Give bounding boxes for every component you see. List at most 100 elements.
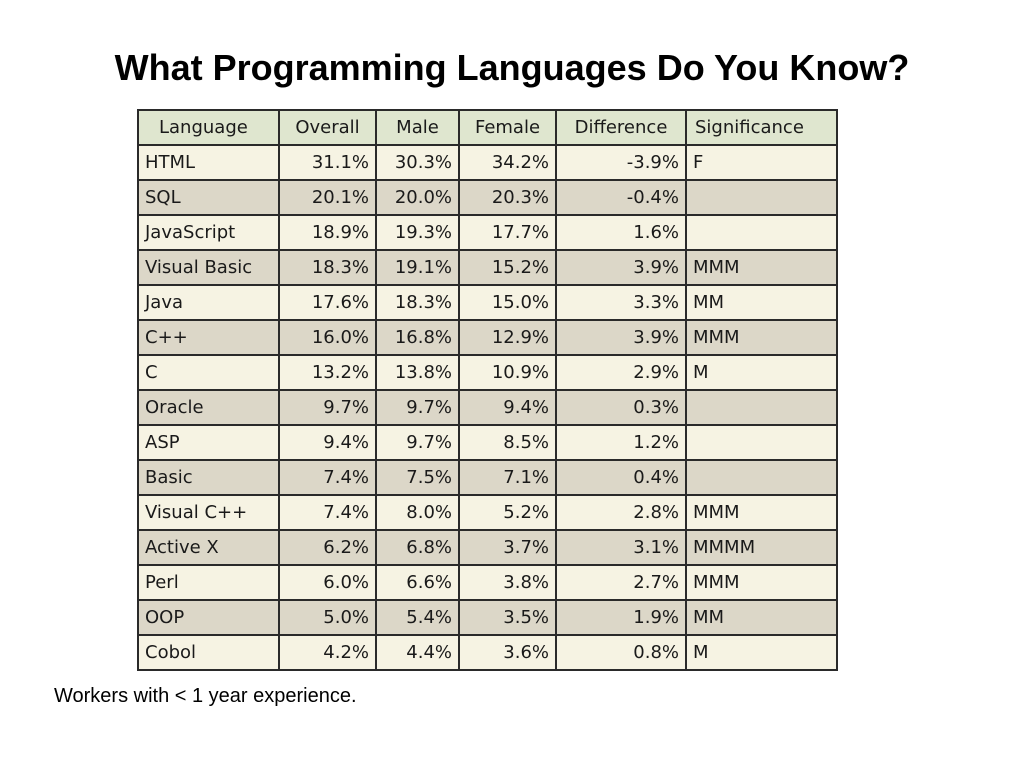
cell-male: 9.7% bbox=[375, 389, 460, 426]
cell-language: Basic bbox=[137, 459, 280, 496]
table-row: C 13.2% 13.8% 10.9% 2.9% M bbox=[137, 354, 838, 391]
languages-table: Language Overall Male Female Difference … bbox=[137, 109, 838, 671]
table-row: Cobol 4.2% 4.4% 3.6% 0.8% M bbox=[137, 634, 838, 671]
cell-female: 3.5% bbox=[458, 599, 557, 636]
cell-difference: 3.1% bbox=[555, 529, 687, 566]
cell-overall: 5.0% bbox=[278, 599, 377, 636]
cell-female: 17.7% bbox=[458, 214, 557, 251]
table-row: Visual C++ 7.4% 8.0% 5.2% 2.8% MMM bbox=[137, 494, 838, 531]
table-row: SQL 20.1% 20.0% 20.3% -0.4% bbox=[137, 179, 838, 216]
cell-language: ASP bbox=[137, 424, 280, 461]
cell-female: 3.8% bbox=[458, 564, 557, 601]
cell-male: 4.4% bbox=[375, 634, 460, 671]
cell-overall: 20.1% bbox=[278, 179, 377, 216]
cell-female: 10.9% bbox=[458, 354, 557, 391]
cell-difference: 0.4% bbox=[555, 459, 687, 496]
header-language: Language bbox=[137, 109, 280, 146]
cell-language: HTML bbox=[137, 144, 280, 181]
cell-overall: 16.0% bbox=[278, 319, 377, 356]
cell-overall: 9.4% bbox=[278, 424, 377, 461]
table-header-row: Language Overall Male Female Difference … bbox=[137, 109, 838, 146]
cell-overall: 18.3% bbox=[278, 249, 377, 286]
table-row: Java 17.6% 18.3% 15.0% 3.3% MM bbox=[137, 284, 838, 321]
cell-overall: 13.2% bbox=[278, 354, 377, 391]
cell-language: Cobol bbox=[137, 634, 280, 671]
cell-language: Visual Basic bbox=[137, 249, 280, 286]
cell-male: 20.0% bbox=[375, 179, 460, 216]
cell-male: 6.6% bbox=[375, 564, 460, 601]
cell-significance bbox=[685, 459, 838, 496]
header-difference: Difference bbox=[555, 109, 687, 146]
header-significance: Significance bbox=[685, 109, 838, 146]
cell-male: 16.8% bbox=[375, 319, 460, 356]
cell-overall: 17.6% bbox=[278, 284, 377, 321]
cell-male: 9.7% bbox=[375, 424, 460, 461]
cell-female: 8.5% bbox=[458, 424, 557, 461]
cell-male: 13.8% bbox=[375, 354, 460, 391]
table-row: Oracle 9.7% 9.7% 9.4% 0.3% bbox=[137, 389, 838, 426]
cell-significance: MMM bbox=[685, 564, 838, 601]
cell-difference: -3.9% bbox=[555, 144, 687, 181]
cell-overall: 7.4% bbox=[278, 459, 377, 496]
footnote: Workers with < 1 year experience. bbox=[54, 685, 357, 707]
cell-difference: 2.8% bbox=[555, 494, 687, 531]
cell-language: OOP bbox=[137, 599, 280, 636]
table-row: ASP 9.4% 9.7% 8.5% 1.2% bbox=[137, 424, 838, 461]
cell-male: 30.3% bbox=[375, 144, 460, 181]
cell-overall: 6.0% bbox=[278, 564, 377, 601]
cell-female: 15.0% bbox=[458, 284, 557, 321]
cell-significance: M bbox=[685, 354, 838, 391]
cell-difference: 2.7% bbox=[555, 564, 687, 601]
cell-significance bbox=[685, 214, 838, 251]
cell-significance: F bbox=[685, 144, 838, 181]
cell-male: 5.4% bbox=[375, 599, 460, 636]
table-row: C++ 16.0% 16.8% 12.9% 3.9% MMM bbox=[137, 319, 838, 356]
cell-significance bbox=[685, 389, 838, 426]
cell-female: 20.3% bbox=[458, 179, 557, 216]
cell-overall: 4.2% bbox=[278, 634, 377, 671]
cell-significance: MMM bbox=[685, 494, 838, 531]
table-row: Basic 7.4% 7.5% 7.1% 0.4% bbox=[137, 459, 838, 496]
cell-male: 7.5% bbox=[375, 459, 460, 496]
cell-male: 19.3% bbox=[375, 214, 460, 251]
cell-female: 7.1% bbox=[458, 459, 557, 496]
cell-language: Visual C++ bbox=[137, 494, 280, 531]
cell-difference: 1.6% bbox=[555, 214, 687, 251]
cell-difference: 3.3% bbox=[555, 284, 687, 321]
cell-male: 19.1% bbox=[375, 249, 460, 286]
slide-title: What Programming Languages Do You Know? bbox=[114, 47, 910, 88]
cell-overall: 9.7% bbox=[278, 389, 377, 426]
cell-significance bbox=[685, 424, 838, 461]
cell-language: C bbox=[137, 354, 280, 391]
cell-overall: 31.1% bbox=[278, 144, 377, 181]
table-row: Perl 6.0% 6.6% 3.8% 2.7% MMM bbox=[137, 564, 838, 601]
cell-difference: 3.9% bbox=[555, 319, 687, 356]
cell-female: 15.2% bbox=[458, 249, 557, 286]
table-row: JavaScript 18.9% 19.3% 17.7% 1.6% bbox=[137, 214, 838, 251]
cell-female: 3.6% bbox=[458, 634, 557, 671]
cell-overall: 18.9% bbox=[278, 214, 377, 251]
header-female: Female bbox=[458, 109, 557, 146]
table-row: HTML 31.1% 30.3% 34.2% -3.9% F bbox=[137, 144, 838, 181]
table-body: HTML 31.1% 30.3% 34.2% -3.9% F SQL 20.1% 20.0% 20… bbox=[137, 144, 838, 671]
cell-language: Oracle bbox=[137, 389, 280, 426]
cell-difference: 3.9% bbox=[555, 249, 687, 286]
cell-difference: 0.3% bbox=[555, 389, 687, 426]
table-row: Visual Basic 18.3% 19.1% 15.2% 3.9% MMM bbox=[137, 249, 838, 286]
cell-female: 34.2% bbox=[458, 144, 557, 181]
cell-significance: MM bbox=[685, 284, 838, 321]
table-row: Active X 6.2% 6.8% 3.7% 3.1% MMMM bbox=[137, 529, 838, 566]
cell-female: 5.2% bbox=[458, 494, 557, 531]
cell-language: JavaScript bbox=[137, 214, 280, 251]
languages-table-container: Language Overall Male Female Difference … bbox=[137, 109, 838, 671]
cell-difference: 1.2% bbox=[555, 424, 687, 461]
cell-significance: MM bbox=[685, 599, 838, 636]
cell-difference: 1.9% bbox=[555, 599, 687, 636]
cell-significance: MMM bbox=[685, 319, 838, 356]
table-row: OOP 5.0% 5.4% 3.5% 1.9% MM bbox=[137, 599, 838, 636]
cell-significance bbox=[685, 179, 838, 216]
cell-overall: 7.4% bbox=[278, 494, 377, 531]
cell-female: 3.7% bbox=[458, 529, 557, 566]
cell-difference: -0.4% bbox=[555, 179, 687, 216]
cell-significance: M bbox=[685, 634, 838, 671]
